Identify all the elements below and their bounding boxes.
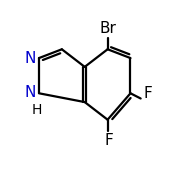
Text: N: N: [25, 85, 36, 100]
Text: Br: Br: [99, 21, 116, 36]
Text: H: H: [32, 103, 42, 117]
Text: F: F: [105, 133, 114, 148]
Text: N: N: [25, 51, 36, 66]
Text: F: F: [144, 86, 152, 101]
